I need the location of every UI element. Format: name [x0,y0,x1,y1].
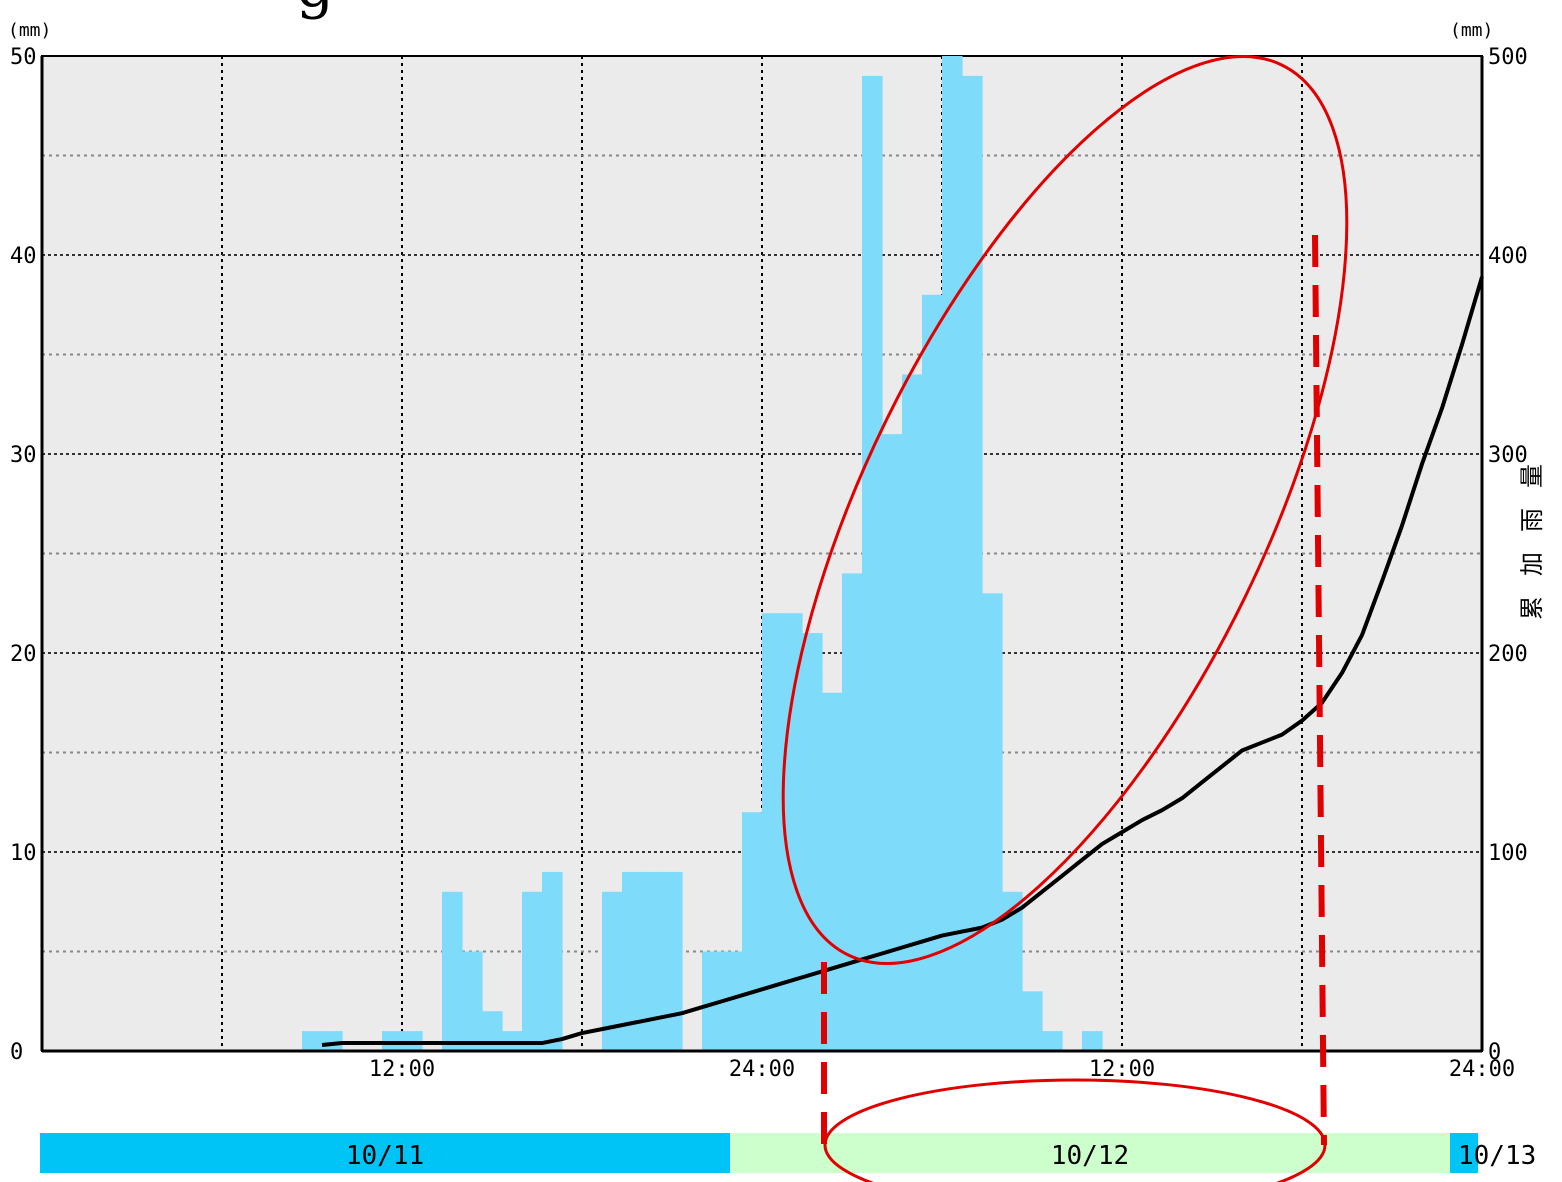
rain-bar [602,891,623,1051]
rain-bar [762,613,783,1051]
right-axis-label-char: 加 [1518,552,1546,576]
left-axis-unit: (mm) [8,20,51,41]
cumulative-line [321,276,1484,1048]
rain-bar [1022,991,1043,1051]
left-tick-label: 0 [10,1040,23,1065]
right-tick-label: 200 [1488,642,1528,667]
left-tick-label: 10 [10,841,37,866]
rain-bar [1042,1031,1063,1051]
rain-bar [322,1031,343,1051]
right-tick-label: 100 [1488,841,1528,866]
page-title-fragment: g [296,0,334,21]
left-tick-label: 40 [10,244,37,269]
x-tick-label: 24:00 [729,1057,795,1082]
right-axis-label-char: 量 [1518,464,1546,488]
right-tick-label: 300 [1488,443,1528,468]
x-tick-label: 12:00 [1089,1057,1155,1082]
rain-bar [862,75,883,1051]
rain-bar [642,871,663,1051]
rain-bar [622,871,643,1051]
rain-bar [662,871,683,1051]
highlight-dash-end [1312,234,1327,1146]
rain-bar [522,891,543,1051]
rain-bar [702,951,723,1051]
gridlines [42,56,1482,1051]
left-tick-label: 20 [10,642,37,667]
rain-bar [722,951,743,1051]
rain-bar [1082,1031,1103,1051]
date-label-1013: 10/13 [1458,1141,1536,1171]
rain-bar [742,812,763,1051]
right-axis-label-char: 累 [1518,596,1546,620]
right-axis-label-char: 雨 [1518,508,1546,532]
rain-bar [922,294,943,1051]
rain-bar [822,692,843,1051]
rain-bar [982,593,1003,1051]
cumulative-rain-line [321,276,1484,1048]
right-tick-label: 500 [1488,45,1528,70]
x-tick-label: 12:00 [369,1057,435,1082]
date-band-1011 [40,1133,730,1173]
date-label-1011: 10/11 [346,1141,424,1171]
hourly-rain-bars [302,56,1103,1052]
rain-bar [542,871,563,1051]
highlight-ellipse-chart [781,55,1349,965]
date-band-1012 [730,1133,1450,1173]
rain-bar [962,75,983,1051]
right-axis-unit: (mm) [1450,20,1493,41]
rain-bar [842,573,863,1051]
rain-bar [802,633,823,1051]
right-tick-label: 400 [1488,244,1528,269]
rain-bar [442,891,463,1051]
left-tick-label: 30 [10,443,37,468]
rain-bar [1002,891,1023,1051]
right-tick-label: 0 [1488,1040,1501,1065]
rain-bar [902,374,923,1051]
rain-bar [942,56,963,1051]
highlight-ellipse-date [823,1078,1327,1182]
date-label-1012: 10/12 [1051,1141,1129,1171]
date-band-1013 [1450,1133,1478,1173]
left-tick-label: 50 [10,45,37,70]
x-tick-label: 24:00 [1449,1057,1515,1082]
rain-bar [462,951,483,1051]
rain-bar [302,1031,323,1051]
rain-bar [882,434,903,1052]
